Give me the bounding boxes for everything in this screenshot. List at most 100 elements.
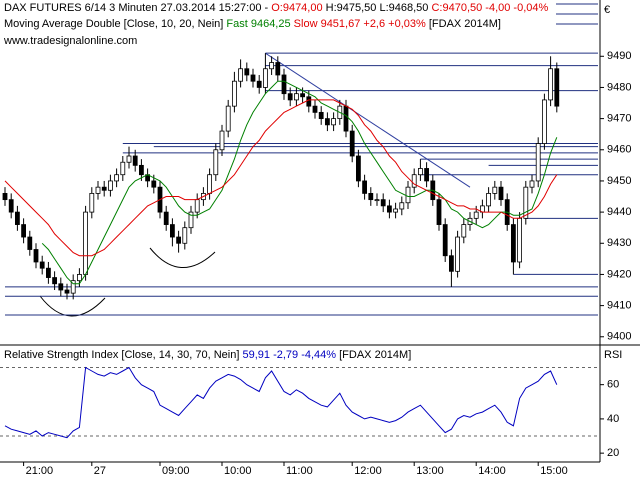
x-tick-label: 13:00 bbox=[416, 465, 444, 477]
legend-entry: 59,91 -2,79 -4,44% bbox=[242, 349, 336, 361]
currency: € bbox=[604, 4, 610, 16]
candle-body bbox=[163, 211, 169, 225]
candle-body bbox=[455, 236, 461, 272]
candle-body bbox=[492, 186, 498, 194]
y-tick-label: 9460 bbox=[607, 144, 631, 156]
candle-body bbox=[114, 174, 119, 182]
candle-body bbox=[231, 80, 237, 107]
candle-body bbox=[238, 68, 244, 82]
candle-body bbox=[510, 224, 516, 263]
candle-body bbox=[281, 74, 287, 95]
annotation-arc bbox=[39, 295, 106, 317]
watermark: www.tradesignalonline.com bbox=[3, 35, 137, 47]
candle-body bbox=[343, 105, 349, 132]
candle-body bbox=[411, 174, 417, 188]
candle-body bbox=[269, 62, 275, 70]
candle-body bbox=[120, 161, 126, 176]
legend-entry: Fast 9464,25 bbox=[226, 18, 290, 30]
candle-body bbox=[548, 68, 553, 101]
candle-body bbox=[312, 105, 318, 113]
candle-body bbox=[486, 193, 492, 207]
candle-body bbox=[138, 164, 144, 176]
candle-body bbox=[424, 168, 430, 182]
candle-body bbox=[473, 211, 479, 219]
candle-body bbox=[21, 224, 27, 238]
candle-body bbox=[529, 180, 535, 188]
candle-body bbox=[362, 180, 368, 194]
candle-body bbox=[126, 155, 132, 163]
y-tick-label: 9470 bbox=[607, 113, 631, 125]
candle-body bbox=[554, 68, 560, 107]
candle-body bbox=[176, 236, 182, 244]
y-tick-label: 9420 bbox=[607, 268, 631, 280]
candle-body bbox=[64, 289, 70, 294]
rsi-legend: Relative Strength Index [Close, 14, 30, … bbox=[4, 349, 411, 361]
series-line bbox=[41, 80, 558, 285]
candle-body bbox=[287, 93, 293, 101]
candle-body bbox=[2, 193, 8, 201]
rsi-title: Relative Strength Index [Close, 14, 30, … bbox=[4, 349, 239, 361]
y-tick-label: 9480 bbox=[607, 81, 631, 93]
candle-body bbox=[46, 267, 51, 278]
candle-body bbox=[306, 96, 312, 107]
candle-body bbox=[368, 193, 374, 201]
candle-body bbox=[151, 180, 157, 188]
candle-body bbox=[14, 211, 20, 225]
candle-body bbox=[262, 68, 268, 88]
candle-body bbox=[349, 130, 355, 157]
trendline bbox=[265, 52, 471, 188]
series-line bbox=[4, 366, 558, 439]
y-tick-label: 20 bbox=[607, 447, 619, 459]
x-tick-label: 14:00 bbox=[478, 465, 506, 477]
candle-body bbox=[535, 143, 541, 182]
candle-body bbox=[324, 118, 330, 126]
candle-body bbox=[77, 274, 82, 282]
candle-body bbox=[417, 168, 423, 176]
indicator-legend: Moving Average Double [Close, 10, 20, Ne… bbox=[4, 18, 501, 30]
candle-body bbox=[52, 277, 57, 285]
candle-body bbox=[27, 236, 33, 250]
candle-body bbox=[331, 118, 337, 126]
candle-body bbox=[374, 199, 380, 202]
y-tick-label: 60 bbox=[607, 379, 619, 391]
candle-body bbox=[188, 211, 194, 229]
title-range: H:9475,50 L:9468,50 bbox=[326, 2, 429, 14]
x-tick-label: 21:00 bbox=[26, 465, 54, 477]
candle-body bbox=[461, 224, 467, 238]
legend-entry: Slow 9451,67 +2,6 +0,03% bbox=[294, 18, 426, 30]
annotation-arc bbox=[149, 247, 216, 268]
candle-body bbox=[393, 208, 399, 213]
candle-body bbox=[207, 174, 213, 194]
chart-title: DAX FUTURES 6/14 3 Minuten 27.03.2014 15… bbox=[4, 2, 549, 14]
candle-body bbox=[250, 74, 256, 82]
rsi-symbol: [FDAX 2014M] bbox=[339, 349, 411, 361]
y-tick-label: 9490 bbox=[607, 50, 631, 62]
x-tick-label: 27 bbox=[94, 465, 106, 477]
candle-body bbox=[169, 224, 175, 238]
x-tick-label: 11:00 bbox=[286, 465, 313, 477]
y-tick-label: 9440 bbox=[607, 206, 631, 218]
candle-body bbox=[89, 193, 95, 213]
title-open: O:9474,00 bbox=[271, 2, 322, 14]
y-tick-label: 9450 bbox=[607, 175, 631, 187]
x-tick-label: 10:00 bbox=[224, 465, 252, 477]
x-tick-label: 15:00 bbox=[540, 465, 568, 477]
candle-body bbox=[355, 155, 361, 182]
title-close: C:9470,50 -4,00 -0,04% bbox=[431, 2, 548, 14]
y-tick-label: 9410 bbox=[607, 300, 631, 312]
indicator-name: Moving Average Double [Close, 10, 20, Ne… bbox=[4, 18, 223, 30]
candle-body bbox=[58, 283, 64, 291]
x-tick-label: 09:00 bbox=[162, 465, 190, 477]
y-tick-label: 9430 bbox=[607, 237, 631, 249]
candle-body bbox=[70, 280, 76, 294]
candle-body bbox=[244, 68, 250, 76]
candle-body bbox=[101, 186, 107, 191]
candle-body bbox=[275, 62, 281, 76]
candle-body bbox=[293, 93, 299, 101]
candle-body bbox=[399, 202, 405, 210]
candle-body bbox=[39, 261, 45, 269]
candle-body bbox=[300, 93, 306, 98]
rsi-axis-label: RSI bbox=[604, 349, 622, 361]
